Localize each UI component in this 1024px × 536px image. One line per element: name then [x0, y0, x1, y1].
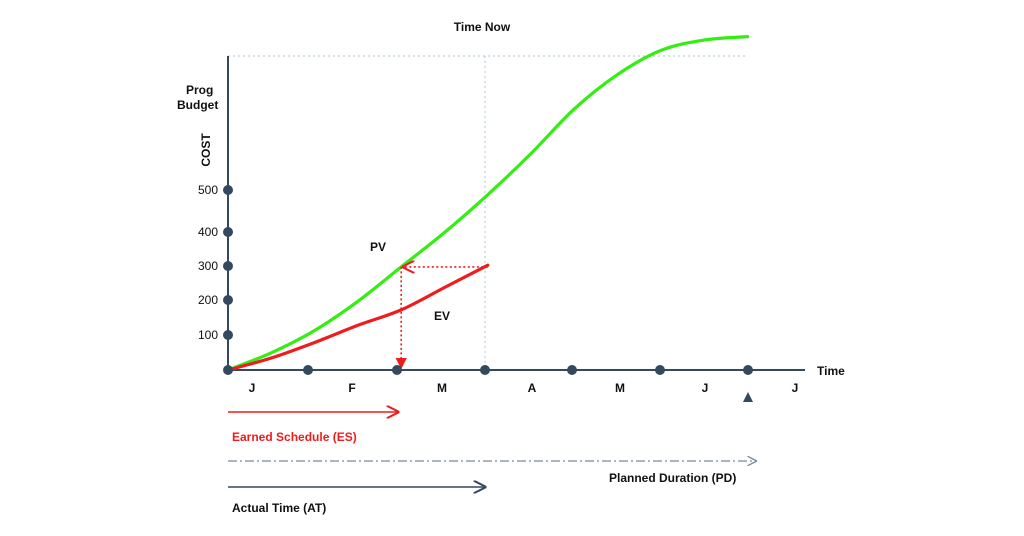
earned-schedule-label: Earned Schedule (ES): [232, 430, 357, 444]
y-tick-dot-500: [223, 185, 233, 195]
x-month-label-0: J: [249, 381, 256, 395]
y-tick-label-200: 200: [198, 293, 218, 307]
x-tick-dot-6: [743, 365, 753, 375]
x-tick-dot-3: [480, 365, 490, 375]
y-tick-dot-100: [223, 330, 233, 340]
x-tick-dots: [223, 365, 753, 375]
pv-label: PV: [370, 240, 386, 254]
x-axis-title: Time: [817, 364, 845, 378]
y-tick-dot-200: [223, 295, 233, 305]
x-tick-dot-2: [392, 365, 402, 375]
y-tick-label-500: 500: [198, 183, 218, 197]
prog-budget-label-line1: Prog: [186, 83, 213, 97]
ev-curve: [226, 263, 490, 372]
x-tick-dot-1: [303, 365, 313, 375]
x-month-label-3: A: [528, 381, 537, 395]
pv-curve: [226, 35, 750, 372]
x-tick-dot-5: [655, 365, 665, 375]
y-tick-labels: 100 200 300 400 500: [198, 183, 218, 342]
x-month-label-5: J: [702, 381, 709, 395]
ev-label: EV: [434, 309, 450, 323]
y-tick-dot-300: [223, 261, 233, 271]
planned-duration-label: Planned Duration (PD): [609, 471, 736, 485]
y-tick-label-100: 100: [198, 328, 218, 342]
planned-finish-triangle-icon: [743, 392, 753, 402]
y-tick-label-300: 300: [198, 259, 218, 273]
y-tick-dot-400: [223, 227, 233, 237]
x-month-label-4: M: [615, 381, 625, 395]
actual-time-label: Actual Time (AT): [232, 501, 326, 515]
time-now-label: Time Now: [454, 20, 511, 34]
y-tick-label-400: 400: [198, 225, 218, 239]
x-month-label-6: J: [792, 381, 799, 395]
x-tick-dot-4: [567, 365, 577, 375]
y-axis-title: COST: [199, 133, 213, 167]
prog-budget-label-line2: Budget: [177, 98, 218, 112]
x-tick-dot-0: [223, 365, 233, 375]
x-month-label-2: M: [437, 381, 447, 395]
y-tick-dots: [223, 185, 233, 340]
x-month-label-1: F: [348, 381, 355, 395]
